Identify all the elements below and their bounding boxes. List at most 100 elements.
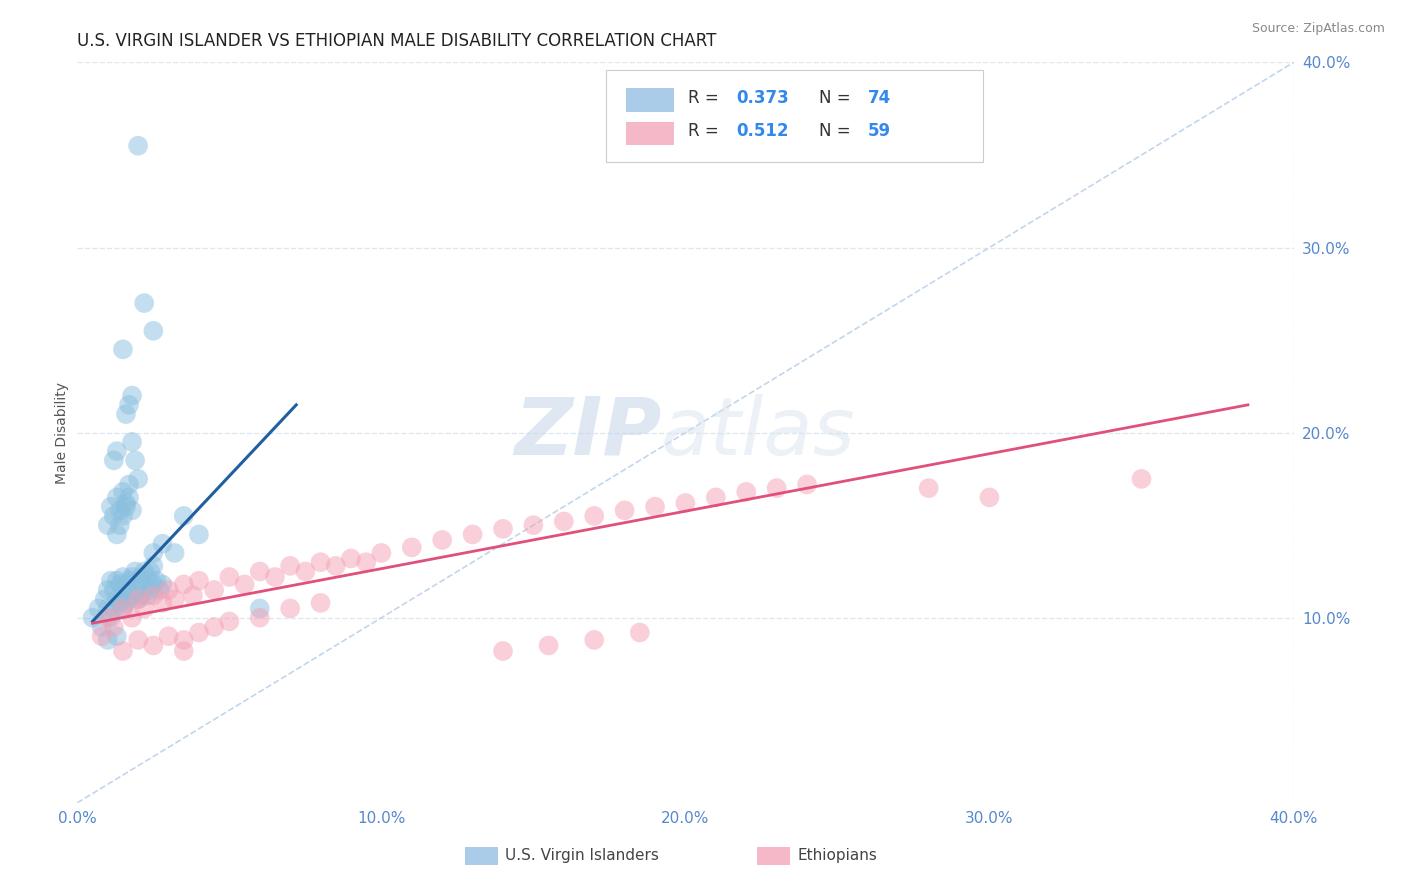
Point: [97, 601, 120, 615]
Point: [163, 546, 186, 560]
Point: [127, 592, 149, 607]
Point: [103, 620, 125, 634]
Point: [121, 434, 143, 449]
Point: [188, 527, 211, 541]
FancyBboxPatch shape: [626, 121, 675, 145]
Point: [492, 644, 515, 658]
Point: [134, 601, 156, 615]
Point: [675, 496, 697, 510]
Point: [103, 453, 125, 467]
Point: [105, 574, 128, 588]
Point: [461, 527, 484, 541]
Point: [142, 324, 165, 338]
Point: [82, 610, 104, 624]
Point: [325, 558, 347, 573]
Point: [294, 565, 316, 579]
Point: [218, 570, 240, 584]
Point: [628, 625, 651, 640]
Text: U.S. Virgin Islanders: U.S. Virgin Islanders: [505, 848, 659, 863]
Point: [103, 601, 125, 615]
Point: [142, 546, 165, 560]
Point: [124, 565, 146, 579]
FancyBboxPatch shape: [465, 847, 498, 865]
Point: [202, 582, 225, 597]
Point: [105, 629, 128, 643]
Point: [309, 555, 332, 569]
Point: [979, 491, 1001, 505]
Point: [124, 582, 146, 597]
Point: [118, 574, 141, 588]
Point: [583, 508, 606, 523]
Point: [157, 629, 180, 643]
Text: R =: R =: [688, 89, 724, 107]
Text: N =: N =: [820, 122, 856, 140]
FancyBboxPatch shape: [626, 88, 675, 112]
Point: [129, 570, 152, 584]
Point: [111, 589, 134, 603]
Text: ZIP: ZIP: [513, 393, 661, 472]
Point: [105, 444, 128, 458]
Point: [108, 596, 131, 610]
Point: [202, 620, 225, 634]
Text: atlas: atlas: [661, 393, 856, 472]
Point: [145, 574, 167, 588]
Point: [90, 629, 112, 643]
Point: [97, 610, 120, 624]
Point: [173, 508, 195, 523]
Point: [278, 558, 301, 573]
Point: [111, 601, 134, 615]
Point: [115, 407, 138, 421]
Point: [370, 546, 392, 560]
Point: [127, 592, 149, 607]
Point: [121, 503, 143, 517]
Point: [111, 508, 134, 523]
Point: [173, 577, 195, 591]
Point: [918, 481, 941, 495]
Point: [136, 589, 159, 603]
Point: [401, 541, 423, 555]
Point: [115, 500, 138, 514]
Point: [522, 518, 544, 533]
Point: [127, 138, 149, 153]
Point: [115, 596, 138, 610]
Point: [121, 570, 143, 584]
Point: [127, 574, 149, 588]
Point: [105, 527, 128, 541]
Text: Source: ZipAtlas.com: Source: ZipAtlas.com: [1251, 22, 1385, 36]
Point: [173, 632, 195, 647]
Point: [152, 536, 174, 550]
Point: [100, 610, 122, 624]
Point: [124, 453, 146, 467]
Point: [87, 601, 110, 615]
Point: [115, 496, 138, 510]
Point: [430, 533, 453, 547]
Point: [583, 632, 606, 647]
Point: [354, 555, 377, 569]
Point: [492, 522, 515, 536]
Point: [90, 620, 112, 634]
Point: [765, 481, 787, 495]
Point: [142, 589, 165, 603]
Point: [152, 577, 174, 591]
Point: [111, 570, 134, 584]
Text: U.S. VIRGIN ISLANDER VS ETHIOPIAN MALE DISABILITY CORRELATION CHART: U.S. VIRGIN ISLANDER VS ETHIOPIAN MALE D…: [77, 32, 717, 50]
Point: [249, 610, 271, 624]
Point: [188, 625, 211, 640]
Point: [1130, 472, 1153, 486]
Point: [188, 574, 211, 588]
Point: [152, 596, 174, 610]
Point: [218, 615, 240, 629]
Point: [111, 601, 134, 615]
Point: [105, 491, 128, 505]
Point: [249, 601, 271, 615]
Point: [97, 518, 120, 533]
Y-axis label: Male Disability: Male Disability: [55, 382, 69, 483]
Text: N =: N =: [820, 89, 856, 107]
Point: [134, 296, 156, 310]
Point: [121, 589, 143, 603]
Point: [537, 639, 560, 653]
Point: [93, 592, 115, 607]
Text: 0.512: 0.512: [737, 122, 789, 140]
FancyBboxPatch shape: [606, 70, 983, 162]
Point: [105, 592, 128, 607]
